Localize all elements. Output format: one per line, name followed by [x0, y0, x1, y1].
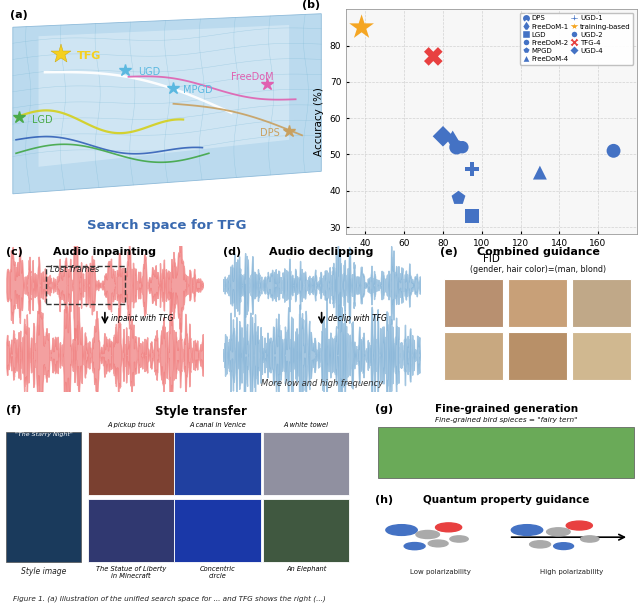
Text: Concentric
circle: Concentric circle	[200, 565, 236, 578]
Point	[467, 211, 477, 221]
Point	[453, 193, 463, 203]
Text: Low polarizability: Low polarizability	[410, 569, 471, 575]
Bar	[6, 432, 81, 562]
Bar	[508, 279, 567, 327]
Text: TFG: TFG	[77, 52, 102, 61]
Text: The Statue of Liberty
in Minecraft: The Statue of Liberty in Minecraft	[96, 565, 166, 579]
Text: High polarizability: High polarizability	[540, 569, 603, 575]
Text: Quantum property guidance: Quantum property guidance	[423, 495, 589, 505]
Circle shape	[580, 536, 599, 542]
Text: FreeDoM: FreeDoM	[231, 72, 274, 82]
Point	[535, 168, 545, 177]
Legend: DPS, FreeDoM-1, LGD, FreeDoM-2, MPGD, FreeDoM-4, UGD-1, training-based, UGD-2, T: DPS, FreeDoM-1, LGD, FreeDoM-2, MPGD, Fr…	[520, 13, 634, 64]
Polygon shape	[38, 25, 289, 167]
Bar	[46, 266, 125, 304]
Text: More low and high frequency: More low and high frequency	[260, 379, 383, 389]
Point	[356, 23, 367, 33]
Circle shape	[450, 536, 468, 542]
Point	[438, 131, 448, 141]
Text: Figure 1. (a) Illustration of the unified search space for ... and TFG shows the: Figure 1. (a) Illustration of the unifie…	[13, 596, 326, 602]
Circle shape	[554, 543, 573, 550]
Text: An Elephant: An Elephant	[286, 565, 326, 572]
Text: Fine-grained bird spieces = "fairy tern": Fine-grained bird spieces = "fairy tern"	[435, 418, 577, 424]
Text: (f): (f)	[6, 405, 22, 414]
Bar	[88, 432, 174, 495]
Text: (e): (e)	[440, 247, 458, 257]
Text: declip with TFG: declip with TFG	[328, 314, 387, 323]
Text: LGD: LGD	[32, 115, 52, 125]
Text: Audio declipping: Audio declipping	[269, 247, 374, 257]
Text: Search space for TFG: Search space for TFG	[87, 219, 247, 232]
Text: Audio inpainting: Audio inpainting	[53, 247, 156, 257]
Text: Fine-grained generation: Fine-grained generation	[435, 403, 578, 413]
Point	[451, 142, 461, 152]
Bar	[572, 279, 631, 327]
Circle shape	[436, 523, 461, 532]
Y-axis label: Accuracy (%): Accuracy (%)	[314, 87, 324, 156]
Text: A pickup truck: A pickup truck	[107, 422, 155, 428]
Circle shape	[547, 528, 570, 536]
Text: (a): (a)	[10, 10, 28, 20]
Text: (g): (g)	[376, 403, 394, 413]
Circle shape	[566, 521, 593, 530]
Bar	[572, 332, 631, 379]
X-axis label: FID: FID	[483, 254, 500, 264]
Bar	[508, 332, 567, 379]
Bar	[263, 499, 349, 562]
Circle shape	[428, 540, 448, 547]
Bar	[88, 499, 174, 562]
Circle shape	[416, 530, 440, 538]
Bar	[263, 432, 349, 495]
Circle shape	[386, 524, 417, 535]
Text: DPS: DPS	[260, 128, 280, 138]
Bar	[174, 499, 261, 562]
Text: (c): (c)	[6, 247, 23, 257]
Text: (h): (h)	[376, 495, 394, 505]
Text: (gender, hair color)=(man, blond): (gender, hair color)=(man, blond)	[470, 265, 606, 274]
Point	[447, 135, 458, 145]
Bar	[378, 427, 634, 478]
Point	[457, 142, 467, 152]
Point	[428, 52, 438, 61]
Text: Combined guidance: Combined guidance	[477, 247, 600, 257]
Bar	[174, 432, 261, 495]
Circle shape	[511, 524, 543, 535]
Text: MPGD: MPGD	[183, 85, 212, 95]
Bar	[444, 332, 503, 379]
Circle shape	[404, 543, 425, 550]
Polygon shape	[13, 14, 321, 194]
Text: (d): (d)	[223, 247, 241, 257]
Text: A canal in Venice: A canal in Venice	[189, 422, 246, 428]
Text: UGD: UGD	[138, 68, 161, 77]
Text: "The Starry Night": "The Starry Night"	[15, 432, 72, 437]
Circle shape	[530, 541, 550, 548]
Text: Style transfer: Style transfer	[155, 405, 247, 418]
Text: Lost frames: Lost frames	[50, 265, 99, 274]
Point	[467, 164, 477, 174]
Point	[609, 146, 619, 156]
Text: Style image: Style image	[21, 567, 66, 577]
Text: A white towel: A white towel	[284, 422, 328, 428]
Text: inpaint with TFG: inpaint with TFG	[111, 314, 173, 323]
Bar	[444, 279, 503, 327]
Text: (b): (b)	[303, 0, 321, 10]
